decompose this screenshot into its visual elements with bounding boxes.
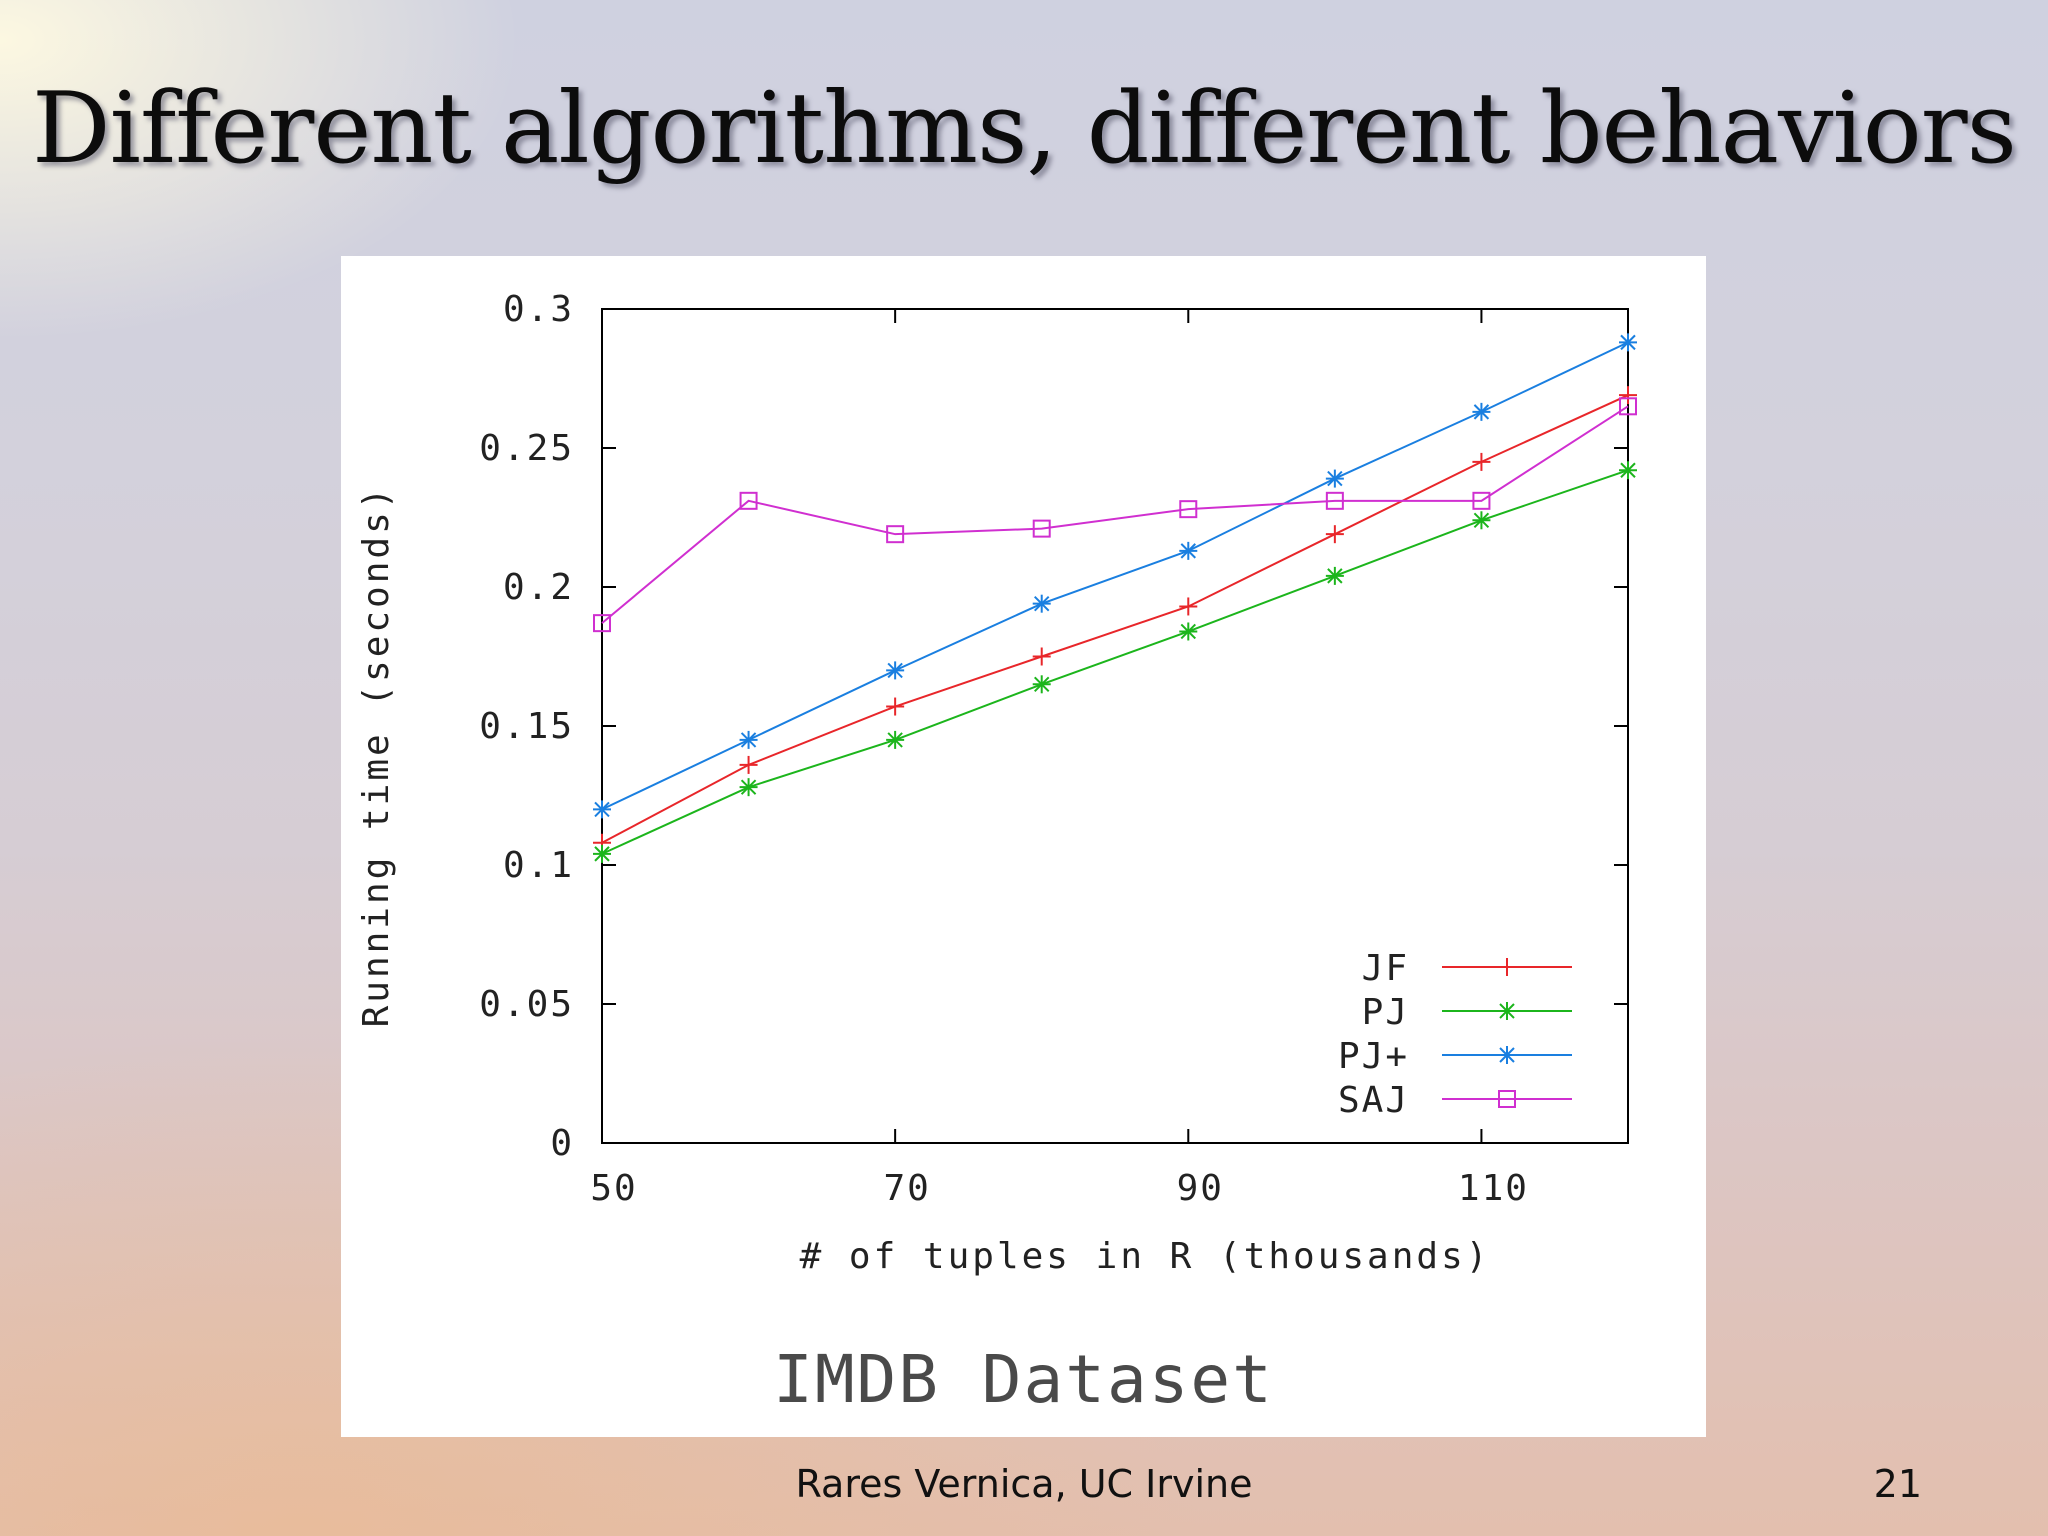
data-point-pj-plus (1179, 541, 1198, 560)
data-point-pj-plus (1619, 333, 1637, 352)
series-line-jf (601, 394, 1629, 844)
series-line-pj-plus (601, 341, 1629, 811)
x-tick-label: 70 (883, 1168, 930, 1209)
x-tick-label: 50 (590, 1168, 637, 1209)
data-point-pj-plus (1325, 469, 1344, 488)
data-point-jf (1472, 452, 1491, 471)
data-point-pj (1619, 461, 1637, 480)
y-tick-label: 0 (550, 1123, 574, 1164)
data-point-pj (1032, 675, 1051, 694)
series-line-pj (601, 469, 1629, 855)
y-tick-label: 0.2 (503, 567, 574, 608)
legend-marker-jf (1498, 958, 1516, 976)
slide-title: Different algorithms, different behavior… (32, 72, 2017, 186)
data-point-pj-plus (593, 800, 611, 819)
x-tick-label: 110 (1458, 1168, 1529, 1209)
legend-marker-pj (1498, 1002, 1516, 1020)
data-point-pj (593, 844, 611, 863)
data-point-jf (1619, 386, 1637, 405)
footer-author: Rares Vernica, UC Irvine (795, 1462, 1253, 1506)
data-point-saj (1325, 491, 1344, 510)
data-point-pj (1179, 622, 1198, 641)
y-tick-label: 0.15 (479, 706, 574, 747)
data-point-pj (886, 730, 905, 749)
y-tick-label: 0.25 (479, 428, 574, 469)
y-tick-label: 0.3 (503, 289, 574, 330)
data-point-pj (1472, 511, 1491, 530)
plot-frame (601, 308, 1629, 1144)
data-point-jf (886, 697, 905, 716)
data-point-pj-plus (1472, 402, 1491, 421)
data-point-pj-plus (739, 730, 758, 749)
data-point-pj (1325, 566, 1344, 585)
legend-label-saj: SAJ (1338, 1080, 1409, 1121)
data-point-saj (593, 614, 611, 633)
series-line-saj (601, 405, 1629, 624)
slide-number: 21 (1873, 1462, 1922, 1506)
y-tick-label: 0.05 (479, 984, 574, 1025)
data-point-saj (739, 491, 758, 510)
data-point-pj-plus (1032, 594, 1051, 613)
legend-label-pj: PJ (1362, 992, 1409, 1033)
data-point-pj (739, 778, 758, 797)
x-axis-label: # of tuples in R (thousands) (800, 1236, 1491, 1277)
data-point-jf (1032, 647, 1051, 666)
data-point-pj-plus (886, 661, 905, 680)
legend-label-pj-plus: PJ+ (1338, 1036, 1409, 1077)
dataset-caption: IMDB Dataset (773, 1341, 1274, 1418)
x-tick-label: 90 (1177, 1168, 1224, 1209)
line-chart: 0 0.05 0.1 0.15 0.2 0.25 0.3 50 70 90 110 # of tupl… (356, 289, 1637, 1277)
y-tick-label: 0.1 (503, 845, 574, 886)
data-point-jf (1179, 597, 1198, 616)
data-point-saj (886, 525, 905, 544)
chart-panel: 0 0.05 0.1 0.15 0.2 0.25 0.3 50 70 90 110 # of tupl… (341, 256, 1706, 1437)
legend-label-jf: JF (1362, 948, 1409, 989)
legend-marker-saj (1498, 1090, 1516, 1108)
data-point-jf (1325, 525, 1344, 544)
data-point-saj (1619, 397, 1637, 416)
data-point-jf (739, 755, 758, 774)
data-point-saj (1472, 491, 1491, 510)
data-point-saj (1179, 500, 1198, 519)
legend-marker-pj-plus (1498, 1046, 1516, 1064)
y-axis-label: Running time (seconds) (356, 485, 397, 1028)
data-point-saj (1032, 519, 1051, 538)
